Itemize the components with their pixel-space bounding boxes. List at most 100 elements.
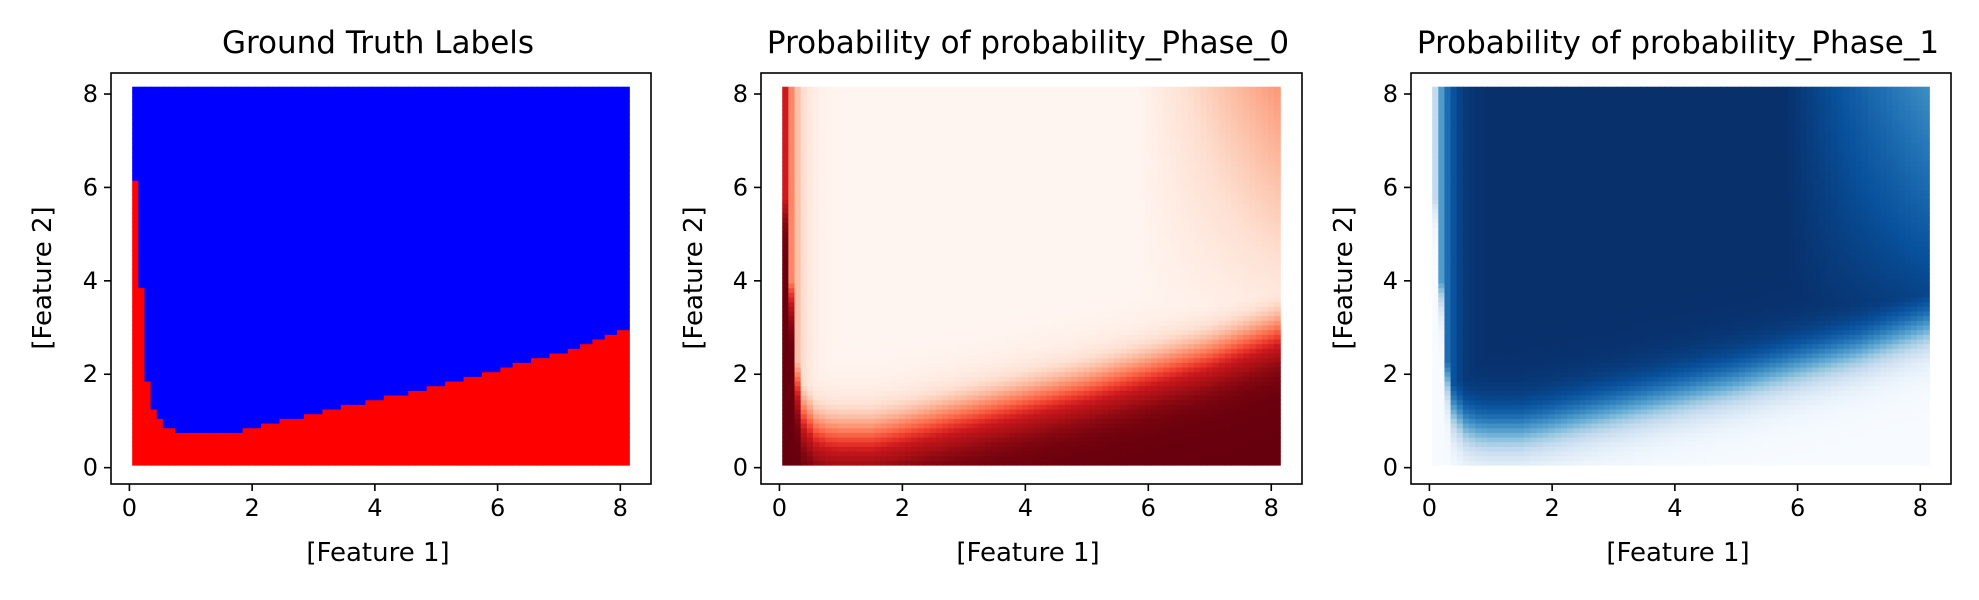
scatter-point bbox=[144, 287, 152, 293]
scatter-point bbox=[402, 217, 409, 223]
scatter-point bbox=[187, 352, 195, 359]
scatter-point bbox=[396, 240, 403, 247]
scatter-point bbox=[389, 250, 397, 256]
scatter-point bbox=[475, 240, 483, 247]
scatter-point bbox=[506, 334, 514, 340]
scatter-point bbox=[469, 226, 477, 233]
scatter-point bbox=[199, 282, 207, 289]
scatter-point bbox=[328, 222, 336, 228]
scatter-point bbox=[254, 231, 262, 237]
scatter-point bbox=[494, 119, 501, 125]
scatter-point bbox=[162, 394, 170, 401]
scatter-point bbox=[334, 119, 342, 125]
scatter-point bbox=[279, 376, 287, 382]
scatter-point bbox=[242, 245, 250, 251]
scatter-point bbox=[224, 161, 231, 167]
scatter-point bbox=[408, 320, 416, 326]
scatter-point bbox=[457, 96, 465, 102]
scatter-point bbox=[273, 432, 281, 438]
scatter-point bbox=[396, 287, 403, 293]
scatter-point bbox=[316, 394, 324, 401]
scatter-point bbox=[371, 418, 379, 424]
scatter-point bbox=[169, 198, 176, 205]
scatter-point bbox=[445, 212, 452, 219]
scatter-point bbox=[261, 161, 268, 167]
scatter-point bbox=[230, 380, 238, 387]
scatter-point bbox=[156, 273, 164, 279]
scatter-point bbox=[414, 156, 422, 163]
scatter-point bbox=[261, 310, 268, 317]
scatter-point bbox=[316, 273, 324, 279]
scatter-point bbox=[469, 203, 477, 209]
scatter-point bbox=[359, 320, 366, 326]
scatter-point bbox=[218, 175, 225, 181]
scatter-point bbox=[432, 156, 440, 163]
scatter-point bbox=[138, 273, 146, 279]
scatter-point bbox=[297, 240, 305, 247]
scatter-point bbox=[169, 268, 176, 275]
scatter-point bbox=[261, 306, 268, 312]
scatter-point bbox=[144, 105, 152, 111]
scatter-point bbox=[481, 138, 489, 144]
scatter-point bbox=[187, 96, 195, 102]
scatter-point bbox=[169, 170, 176, 177]
scatter-point bbox=[371, 189, 379, 195]
scatter-point bbox=[254, 273, 262, 279]
scatter-point bbox=[359, 408, 366, 415]
scatter-point bbox=[500, 422, 508, 429]
scatter-point bbox=[267, 194, 274, 200]
scatter-point bbox=[396, 166, 403, 172]
scatter-point bbox=[193, 166, 201, 172]
scatter-point bbox=[279, 460, 287, 466]
scatter-point bbox=[316, 175, 324, 181]
scatter-point bbox=[426, 128, 434, 135]
scatter-point bbox=[261, 96, 268, 102]
scatter-point bbox=[475, 390, 483, 396]
scatter-point bbox=[132, 226, 139, 233]
scatter-point bbox=[199, 222, 207, 228]
scatter-point bbox=[175, 231, 182, 237]
scatter-point bbox=[205, 203, 213, 209]
scatter-point bbox=[469, 282, 477, 289]
scatter-point bbox=[500, 217, 508, 223]
scatter-point bbox=[211, 315, 219, 321]
scatter-point bbox=[279, 203, 287, 209]
scatter-point bbox=[481, 306, 489, 312]
scatter-point bbox=[218, 376, 225, 382]
scatter-point bbox=[254, 268, 262, 275]
scatter-point bbox=[304, 348, 311, 354]
scatter-point bbox=[236, 133, 244, 139]
scatter-point bbox=[494, 156, 501, 163]
scatter-point bbox=[242, 138, 250, 144]
scatter-point bbox=[322, 96, 330, 102]
scatter-point bbox=[181, 292, 189, 298]
scatter-point bbox=[254, 156, 262, 163]
scatter-point bbox=[236, 334, 244, 340]
scatter-point bbox=[371, 278, 379, 284]
scatter-point bbox=[383, 231, 391, 237]
scatter-point bbox=[224, 124, 231, 130]
scatter-point bbox=[414, 338, 422, 345]
scatter-point bbox=[242, 320, 250, 326]
scatter-point bbox=[205, 278, 213, 284]
scatter-point bbox=[156, 343, 164, 349]
scatter-point bbox=[181, 329, 189, 335]
scatter-point bbox=[432, 287, 440, 293]
scatter-point bbox=[193, 446, 201, 452]
scatter-point bbox=[451, 128, 459, 135]
scatter-point bbox=[310, 175, 317, 181]
scatter-point bbox=[457, 310, 465, 317]
scatter-point bbox=[488, 437, 495, 443]
scatter-point bbox=[334, 296, 342, 303]
scatter-point bbox=[322, 437, 330, 443]
scatter-point bbox=[328, 161, 336, 167]
scatter-point bbox=[144, 124, 152, 130]
scatter-point bbox=[310, 105, 317, 111]
scatter-point bbox=[346, 418, 354, 424]
scatter-point bbox=[236, 408, 244, 415]
scatter-point bbox=[426, 110, 434, 116]
scatter-point bbox=[132, 437, 139, 443]
scatter-point bbox=[334, 180, 342, 186]
scatter-point bbox=[304, 455, 311, 461]
scatter-point bbox=[211, 170, 219, 177]
